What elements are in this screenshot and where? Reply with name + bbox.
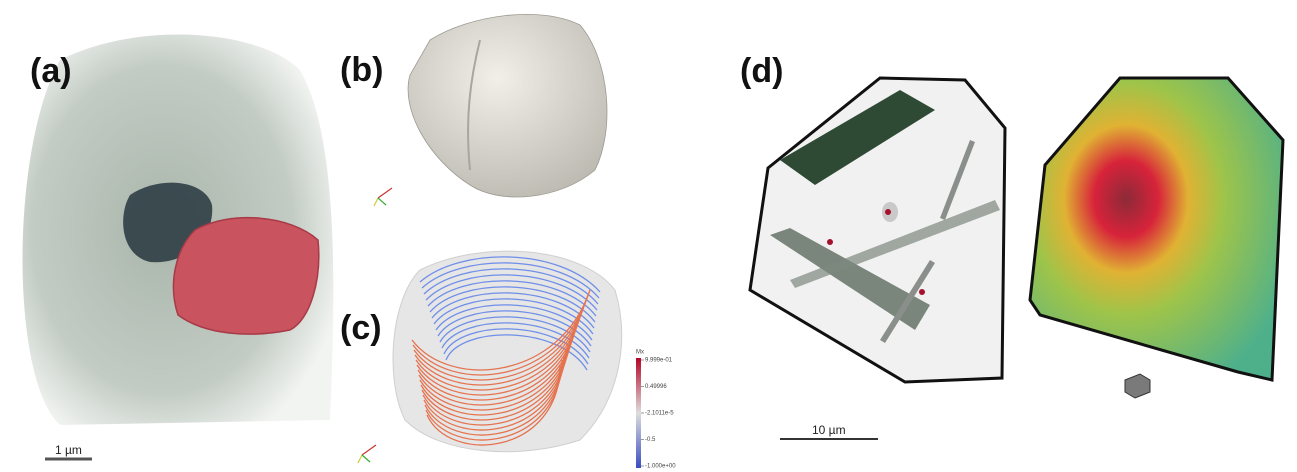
axis-z — [378, 198, 386, 205]
colorbar-title: Mx — [636, 350, 644, 356]
colorbar-tick-label: -2.1011e-5 — [645, 411, 674, 417]
particle-surface — [408, 14, 607, 197]
cube — [1125, 374, 1150, 398]
colorbar-ticks: 9.999e-01 0.49996 -2.1011e-5 -0.5 -1.000e+00 — [641, 358, 676, 470]
panel-label: (d) — [740, 52, 783, 90]
scale-label: 10 µm — [812, 423, 846, 437]
figure: (a) 1 µm (b) (c) Mx 9.999e-01 0.49996 -2.1… — [0, 0, 1297, 472]
axis-y — [358, 455, 362, 463]
particle — [885, 209, 891, 215]
axis-z — [362, 455, 370, 462]
panel-label: (c) — [340, 309, 382, 347]
colorbar-tick-label: 0.49996 — [645, 384, 667, 390]
panel-label: (b) — [340, 51, 383, 89]
colorbar-tick-label: -0.5 — [645, 437, 656, 443]
orientation-cube — [1125, 374, 1150, 398]
page: {"panels": { "a": {"label": "(a)", "scal… — [0, 0, 1297, 472]
colorbar — [636, 358, 641, 468]
field-map — [1030, 78, 1283, 380]
scale-label: 1 µm — [55, 443, 82, 457]
axis-x — [362, 445, 376, 455]
colorbar-tick-label: 9.999e-01 — [645, 358, 673, 364]
particle — [827, 239, 833, 245]
red-particle — [173, 218, 318, 334]
axis-x — [378, 188, 392, 198]
axes-glyph — [374, 188, 392, 206]
particle — [919, 289, 925, 295]
axes-glyph — [358, 445, 376, 463]
axis-y — [374, 198, 378, 206]
colorbar-tick-label: -1.000e+00 — [645, 464, 676, 470]
panel-label: (a) — [30, 52, 72, 90]
